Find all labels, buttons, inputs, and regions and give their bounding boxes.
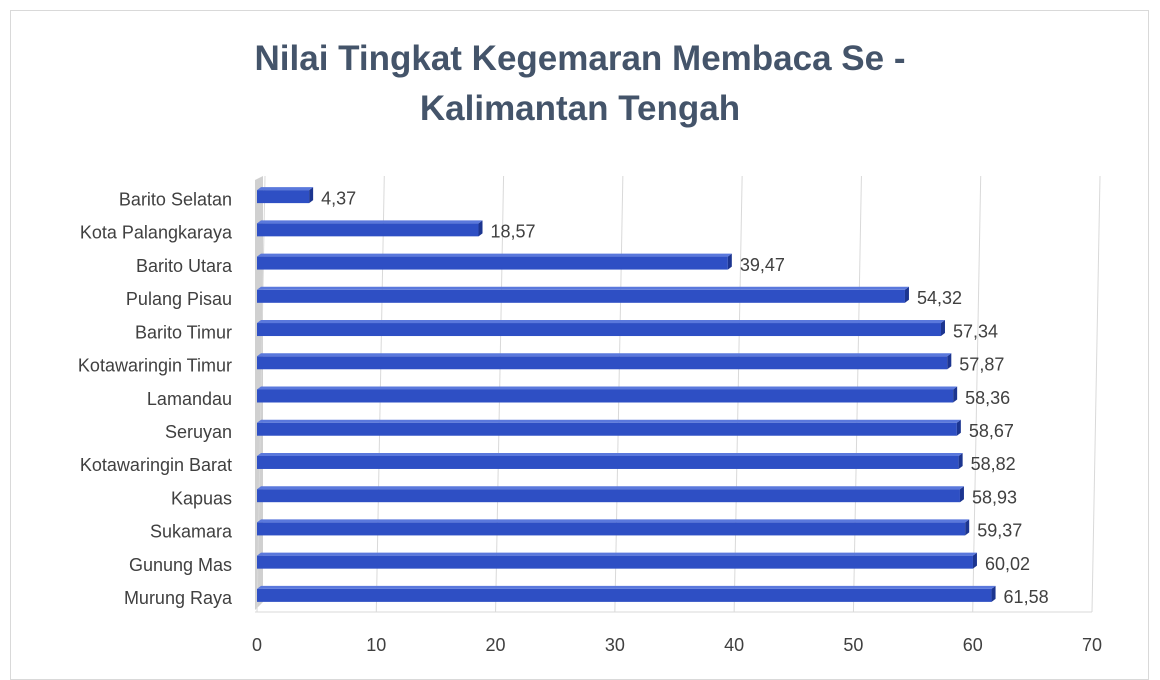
x-tick-label: 70	[1082, 635, 1102, 655]
x-tick-label: 40	[724, 635, 744, 655]
value-label: 60,02	[985, 554, 1030, 574]
y-tick-label: Kotawaringin Barat	[80, 455, 232, 475]
y-tick-label: Barito Selatan	[119, 189, 232, 209]
bar-side	[904, 286, 909, 303]
y-tick-label: Barito Timur	[135, 322, 232, 342]
x-tick-label: 50	[843, 635, 863, 655]
value-label: 58,82	[971, 454, 1016, 474]
x-tick-label: 30	[605, 635, 625, 655]
bar-top	[257, 519, 970, 523]
bar-top	[257, 220, 483, 224]
bar-top	[257, 552, 977, 556]
bar-top	[257, 452, 963, 456]
bar	[257, 522, 966, 536]
y-tick-label: Kapuas	[171, 488, 232, 508]
bar-top	[257, 286, 909, 290]
bar-side	[309, 187, 314, 204]
bar	[257, 422, 957, 436]
value-label: 57,34	[953, 321, 998, 341]
y-tick-label: Gunung Mas	[129, 555, 232, 575]
x-tick-label: 10	[366, 635, 386, 655]
value-label: 58,93	[972, 487, 1017, 507]
bar-side	[965, 519, 970, 536]
bar	[257, 223, 479, 237]
y-tick-label: Pulang Pisau	[126, 289, 232, 309]
y-tick-label: Kota Palangkaraya	[80, 223, 233, 243]
x-tick-label: 0	[252, 635, 262, 655]
grid-line	[972, 175, 982, 613]
value-label: 18,57	[491, 222, 536, 242]
bar-side	[953, 386, 958, 403]
bar-side	[947, 353, 952, 370]
y-tick-label: Murung Raya	[124, 588, 233, 608]
value-label: 61,58	[1004, 587, 1049, 607]
value-label: 59,37	[977, 521, 1022, 541]
bar-side	[727, 253, 732, 270]
bar	[257, 555, 973, 569]
value-label: 4,37	[321, 188, 356, 208]
bar	[257, 323, 941, 337]
bar-top	[257, 253, 732, 257]
bar-side	[959, 486, 964, 503]
bar-top	[257, 419, 961, 423]
bar	[257, 389, 954, 403]
x-tick-label: 20	[486, 635, 506, 655]
bar-top	[257, 187, 314, 191]
bar-side	[478, 220, 483, 237]
bar-top	[257, 585, 996, 589]
y-tick-label: Lamandau	[147, 389, 232, 409]
bar	[257, 455, 959, 469]
bar-side	[958, 452, 963, 469]
bar	[257, 356, 948, 370]
bar	[257, 190, 310, 204]
y-tick-label: Sukamara	[150, 522, 233, 542]
bar-side	[991, 585, 996, 602]
y-tick-label: Barito Utara	[136, 256, 233, 276]
bar-side	[972, 552, 977, 569]
bar	[257, 489, 960, 503]
bar	[257, 256, 728, 270]
bar-side	[940, 320, 945, 337]
x-tick-label: 60	[963, 635, 983, 655]
bar-top	[257, 486, 964, 490]
grid-line	[1091, 175, 1101, 613]
bar	[257, 289, 905, 303]
y-tick-label: Seruyan	[165, 422, 232, 442]
value-label: 54,32	[917, 288, 962, 308]
bar-top	[257, 320, 945, 324]
value-label: 58,36	[965, 388, 1010, 408]
bar-side	[956, 419, 961, 436]
bar-top	[257, 353, 952, 357]
value-label: 39,47	[740, 255, 785, 275]
chart-title: Nilai Tingkat Kegemaran Membaca Se - Kal…	[254, 39, 906, 128]
value-label: 57,87	[959, 355, 1004, 375]
bar-top	[257, 386, 958, 390]
value-label: 58,67	[969, 421, 1014, 441]
y-tick-label: Kotawaringin Timur	[78, 356, 232, 376]
bar	[257, 588, 992, 602]
